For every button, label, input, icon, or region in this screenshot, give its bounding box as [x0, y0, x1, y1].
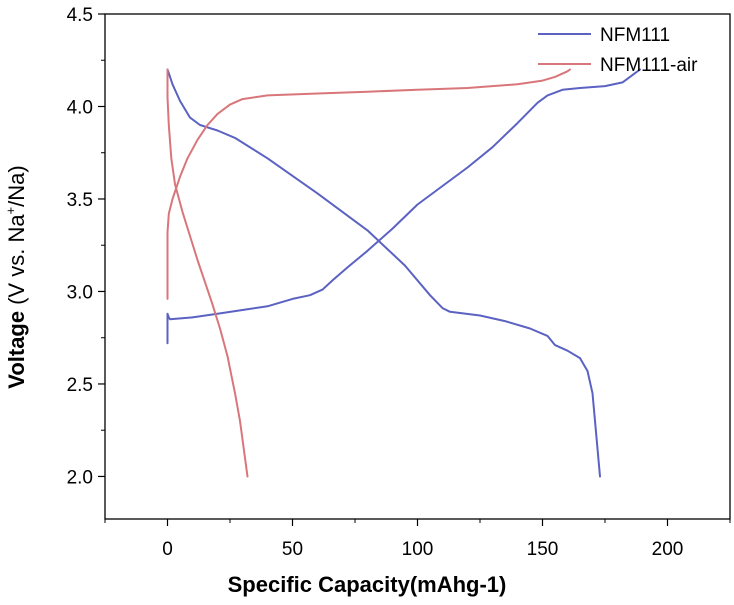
- y-tick-label: 3.5: [67, 190, 93, 211]
- y-tick-label: 4.5: [67, 5, 93, 26]
- x-axis-ticks: 0 50 100 150 200: [104, 519, 731, 560]
- legend-label-nfm111: NFM111: [600, 25, 670, 46]
- x-tick-label: 0: [162, 539, 173, 560]
- series-line-nfm111-air-charge: [166, 68, 571, 300]
- x-tick-label: 150: [527, 539, 559, 560]
- x-axis-title: Specific Capacity(mAhg-1): [228, 572, 507, 597]
- y-tick-label: 2.5: [67, 375, 93, 396]
- y-axis-title-main: Voltage: [4, 311, 29, 389]
- series-line-nfm111-air-discharge: [166, 68, 249, 478]
- legend-label-nfm111-air: NFM111-air: [600, 55, 698, 76]
- legend: NFM111 NFM111-air: [538, 25, 698, 76]
- y-tick-label: 4.0: [67, 97, 93, 118]
- y-tick-label: 3.0: [67, 282, 93, 303]
- series-line-nfm111-charge: [166, 68, 641, 345]
- y-axis-title-unit-end: /Na): [4, 165, 29, 207]
- y-axis-title: Voltage (V vs. Na+/Na): [3, 165, 29, 388]
- x-tick-label: 100: [402, 539, 434, 560]
- y-axis-title-superscript: +: [3, 207, 18, 215]
- y-axis-ticks: 2.0 2.5 3.0 3.5 4.0 4.5: [67, 5, 105, 488]
- series-line-nfm111-discharge: [166, 68, 601, 478]
- x-tick-label: 50: [282, 539, 303, 560]
- series-lines: [166, 68, 641, 478]
- x-tick-label: 200: [652, 539, 684, 560]
- y-axis-title-unit: (V vs. Na: [4, 214, 29, 305]
- y-tick-label: 2.0: [67, 467, 93, 488]
